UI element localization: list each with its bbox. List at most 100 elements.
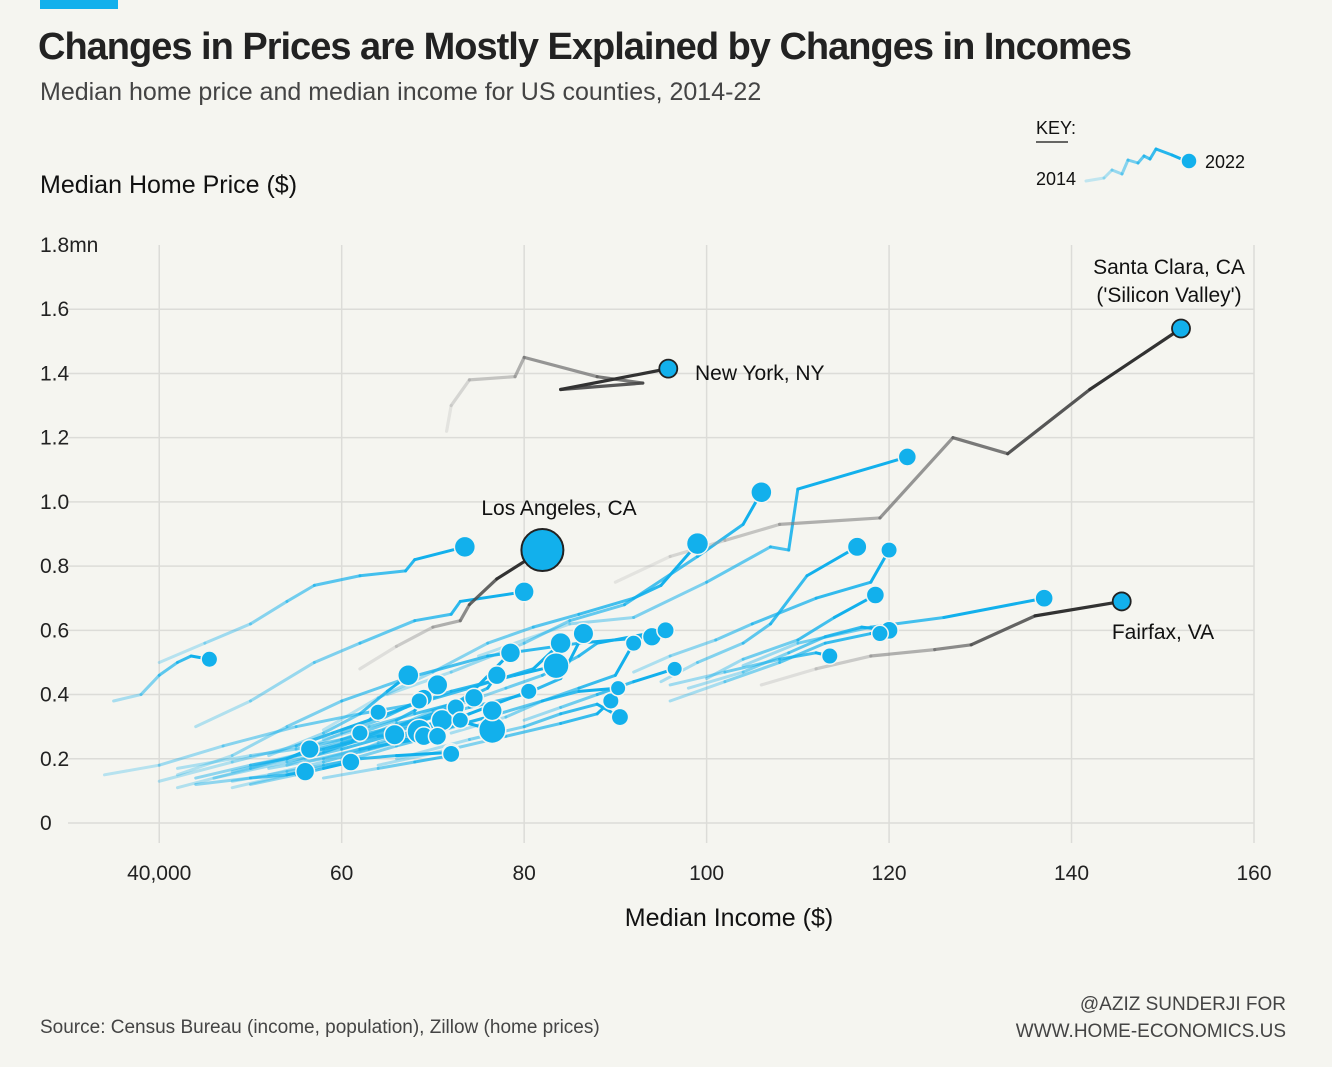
annotation-santa-clara-line2: ('Silicon Valley') [1096,284,1241,307]
annotation-santa-clara: Santa Clara, CA [1093,256,1245,279]
series-segment [540,686,581,703]
series-segment [340,718,398,742]
series-segment [814,580,873,600]
legend-sample-segment [1136,154,1146,165]
y-tick-label: 1.6 [40,298,69,321]
series-segment [522,705,563,722]
series-end-dot [451,711,470,730]
legend-sample-segment [1120,158,1130,176]
series-segment [559,702,599,716]
series-segment [477,622,572,658]
series-segment [194,776,252,786]
accent-bar [40,0,118,9]
series-segment [568,615,636,626]
series-line [632,548,891,674]
series-segment [768,574,809,626]
series-segment [212,760,289,780]
highlight-segment [1033,599,1124,618]
series-end-dot [383,723,406,746]
series-segment [531,612,581,629]
tick-labels: 0 0.2 0.4 0.6 0.8 1.0 1.2 1.4 1.6 1.8mn 40,000 60 80… [40,234,1272,885]
series-segment [668,670,727,687]
series-end-dot [572,622,595,645]
series-segment [248,660,316,703]
highlight-segment [933,643,973,652]
series-segment [303,747,362,764]
highlight-line [358,548,545,671]
highlight-line [445,355,670,433]
chart-subtitle: Median home price and median income for … [40,78,762,106]
legend-sample-segment [1084,176,1106,183]
highlight-end-dot [1171,318,1191,339]
highlight-segment [613,554,672,584]
series-segment [194,699,252,729]
series-end-dot [519,682,538,701]
x-tick-label: 60 [330,862,353,885]
highlight-segment [559,367,670,392]
highlight-end-dot [658,358,679,379]
series-segment [568,603,627,623]
y-tick-label: 1.8mn [40,234,98,257]
highlight-segment [458,603,472,623]
series-segment [823,632,873,645]
series-segment [285,583,316,603]
series-end-dot [463,687,485,708]
series-end-dot [441,744,461,764]
series-segment [248,599,289,626]
highlight-segment [759,667,818,687]
series-segment [741,641,800,668]
series-line [267,673,410,758]
series-line [385,490,763,697]
series-end-dot [513,581,535,603]
series-segment [157,744,225,767]
x-axis-title: Median Income ($) [625,904,833,932]
series-segment [248,747,298,758]
series-segment [175,654,193,664]
series-end-dot [624,634,643,653]
series-end-dot [549,631,572,655]
series-end-dot [486,665,507,686]
y-tick-label: 0 [40,812,52,835]
x-tick-label: 40,000 [127,862,191,885]
series-segment [577,641,599,658]
credit: @AZIZ SUNDERJI FOR WWW.HOME-ECONOMICS.US [1016,991,1286,1045]
series-end-dot [897,447,918,467]
series-segment [404,558,417,573]
highlight-segment [878,436,955,520]
series-segment [750,596,818,626]
highlight-segment [449,378,472,408]
series-segment [102,763,161,777]
series-end-dot [481,699,503,722]
series-segment [358,619,417,645]
series-line [112,654,211,703]
series-segment [175,754,252,770]
series-end-dot [350,724,369,743]
series-end-dot [865,585,886,605]
series-segment [376,760,417,770]
series-segment [157,760,234,783]
highlight-segment [513,355,526,379]
series-segment [285,699,344,729]
series-end-dot [750,481,773,504]
series-segment [340,718,371,732]
series-segment [203,622,252,645]
highlight-segment [595,375,645,385]
series-segment [157,660,179,677]
series-segment [248,757,289,767]
y-tick-label: 0.8 [40,555,69,578]
y-tick-label: 0.6 [40,619,69,642]
highlight-segment [522,355,599,379]
legend-sample-line [1084,147,1188,183]
series-segment [248,773,289,780]
series-segment [623,554,699,607]
series-segment [358,569,408,578]
series-segment [686,670,745,690]
x-tick-label: 140 [1054,862,1089,885]
series-segment [321,766,380,780]
series-end-dot [542,651,570,680]
series-segment [449,599,462,616]
series-segment [522,619,572,645]
grid [68,245,1255,843]
legend: KEY: 2014 2022 [1036,118,1245,189]
dots-layer [200,318,1191,782]
